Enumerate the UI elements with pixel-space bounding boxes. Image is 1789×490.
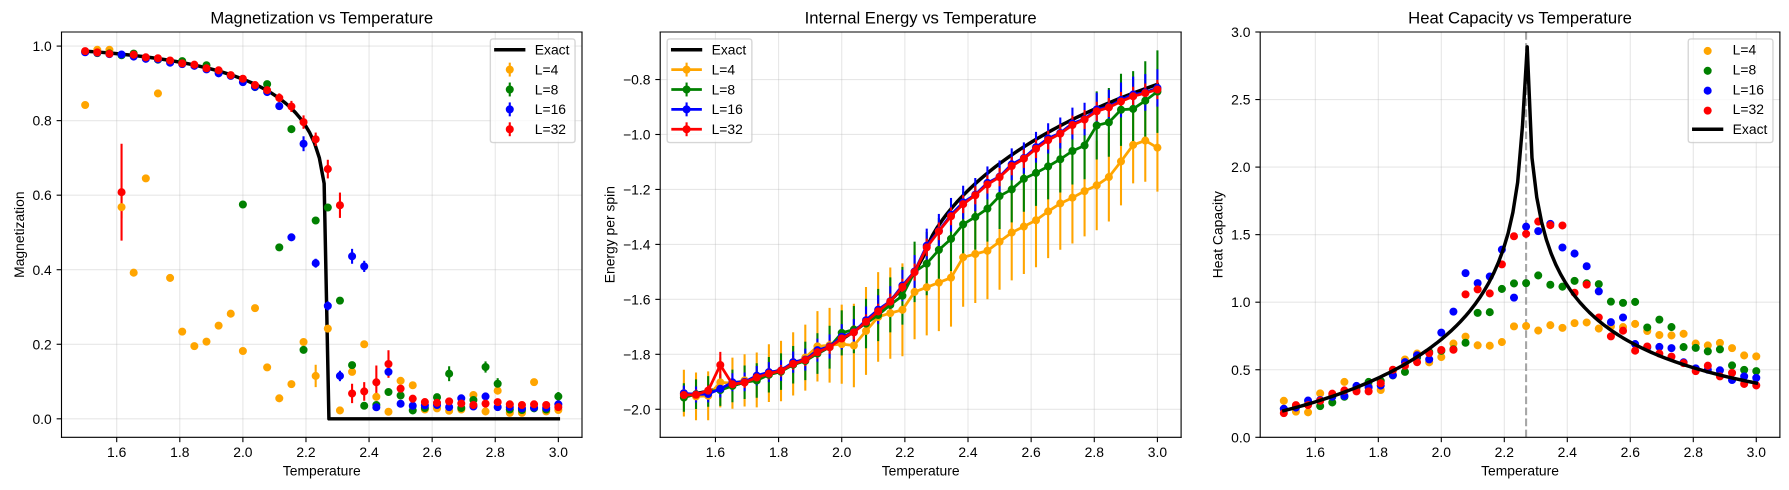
svg-text:2.6: 2.6 <box>1021 444 1041 460</box>
svg-text:L=8: L=8 <box>1733 61 1757 77</box>
svg-text:2.0: 2.0 <box>1432 444 1452 460</box>
svg-text:Temperature: Temperature <box>1481 463 1559 479</box>
svg-text:Temperature: Temperature <box>283 463 361 479</box>
svg-text:3.0: 3.0 <box>1148 444 1168 460</box>
svg-text:−1.0: −1.0 <box>623 127 651 143</box>
svg-text:1.6: 1.6 <box>706 444 726 460</box>
svg-text:2.4: 2.4 <box>1558 444 1578 460</box>
svg-text:−1.4: −1.4 <box>623 236 651 252</box>
svg-text:0.2: 0.2 <box>32 336 52 352</box>
svg-text:Internal Energy vs Temperature: Internal Energy vs Temperature <box>805 9 1037 28</box>
svg-text:2.4: 2.4 <box>958 444 978 460</box>
svg-text:Heat Capacity vs Temperature: Heat Capacity vs Temperature <box>1408 9 1632 28</box>
svg-text:2.8: 2.8 <box>1085 444 1105 460</box>
svg-text:−2.0: −2.0 <box>623 401 651 417</box>
svg-text:0.0: 0.0 <box>1231 429 1251 445</box>
svg-text:1.8: 1.8 <box>769 444 789 460</box>
svg-text:1.0: 1.0 <box>1231 294 1251 310</box>
svg-text:L=32: L=32 <box>535 121 567 137</box>
svg-text:Temperature: Temperature <box>882 463 960 479</box>
svg-text:2.4: 2.4 <box>359 444 379 460</box>
svg-text:−1.8: −1.8 <box>623 346 651 362</box>
svg-text:2.5: 2.5 <box>1231 92 1251 108</box>
svg-text:2.0: 2.0 <box>233 444 253 460</box>
svg-text:L=32: L=32 <box>712 121 744 137</box>
svg-text:2.2: 2.2 <box>895 444 915 460</box>
svg-text:−1.6: −1.6 <box>623 291 651 307</box>
svg-text:0.6: 0.6 <box>32 187 52 203</box>
svg-text:2.8: 2.8 <box>486 444 506 460</box>
svg-text:Magnetization: Magnetization <box>11 191 27 277</box>
svg-text:Exact: Exact <box>535 42 570 58</box>
svg-text:2.6: 2.6 <box>423 444 443 460</box>
svg-text:L=8: L=8 <box>712 81 736 97</box>
svg-text:Exact: Exact <box>712 42 747 58</box>
svg-text:0.5: 0.5 <box>1231 362 1251 378</box>
svg-text:L=16: L=16 <box>1733 81 1765 97</box>
svg-text:Heat Capacity: Heat Capacity <box>1210 191 1226 278</box>
svg-text:Magnetization vs Temperature: Magnetization vs Temperature <box>210 9 433 28</box>
svg-text:2.6: 2.6 <box>1621 444 1641 460</box>
svg-text:1.0: 1.0 <box>32 38 52 54</box>
svg-text:1.6: 1.6 <box>107 444 127 460</box>
svg-text:L=4: L=4 <box>535 61 559 77</box>
svg-text:L=32: L=32 <box>1733 101 1765 117</box>
svg-text:2.0: 2.0 <box>1231 159 1251 175</box>
svg-text:2.0: 2.0 <box>832 444 852 460</box>
svg-text:L=16: L=16 <box>535 101 567 117</box>
svg-text:1.8: 1.8 <box>1369 444 1389 460</box>
svg-text:L=4: L=4 <box>1733 42 1757 58</box>
svg-text:2.2: 2.2 <box>1495 444 1515 460</box>
svg-text:L=16: L=16 <box>712 101 744 117</box>
svg-text:L=8: L=8 <box>535 81 559 97</box>
svg-text:0.8: 0.8 <box>32 113 52 129</box>
svg-text:2.2: 2.2 <box>296 444 316 460</box>
svg-text:1.8: 1.8 <box>170 444 190 460</box>
svg-text:1.5: 1.5 <box>1231 227 1251 243</box>
svg-text:3.0: 3.0 <box>549 444 569 460</box>
svg-text:3.0: 3.0 <box>1747 444 1767 460</box>
svg-text:0.4: 0.4 <box>32 262 52 278</box>
svg-text:0.0: 0.0 <box>32 411 52 427</box>
svg-text:−1.2: −1.2 <box>623 181 651 197</box>
svg-text:Energy per spin: Energy per spin <box>602 186 618 283</box>
svg-text:L=4: L=4 <box>712 61 736 77</box>
svg-text:Exact: Exact <box>1733 121 1768 137</box>
svg-text:2.8: 2.8 <box>1684 444 1704 460</box>
svg-text:3.0: 3.0 <box>1231 24 1251 40</box>
svg-text:−0.8: −0.8 <box>623 72 651 88</box>
svg-text:1.6: 1.6 <box>1306 444 1326 460</box>
